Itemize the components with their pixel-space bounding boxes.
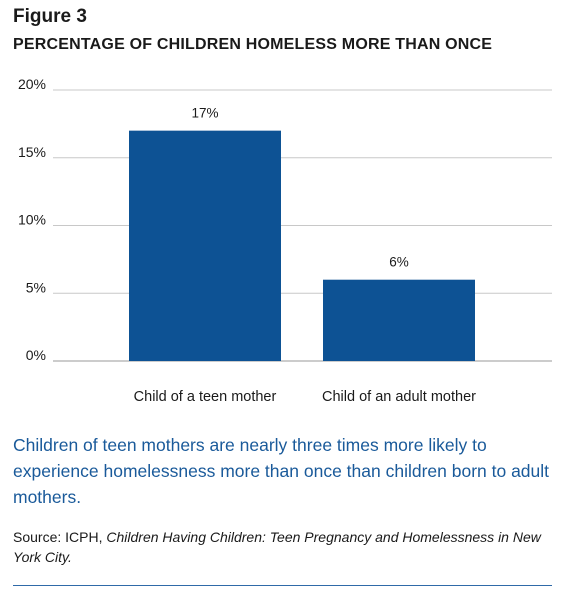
figure-caption: Children of teen mothers are nearly thre… — [13, 435, 550, 507]
bars — [129, 130, 475, 361]
chart-title: PERCENTAGE OF CHILDREN HOMELESS MORE THA… — [13, 36, 493, 53]
y-tick-label: 15% — [18, 144, 46, 160]
category-label: Child of an adult mother — [322, 389, 476, 405]
y-tick-label: 10% — [18, 212, 46, 228]
bar — [129, 130, 281, 361]
data-label: 17% — [191, 106, 218, 121]
x-axis-category-labels: Child of a teen mother Child of an adult … — [134, 389, 476, 405]
gridlines — [53, 89, 552, 362]
category-label: Child of a teen mother — [134, 389, 277, 405]
y-tick-label: 0% — [26, 347, 46, 363]
bottom-rule — [13, 585, 552, 586]
y-tick-label: 5% — [26, 279, 46, 295]
data-labels: 17% 6% — [191, 106, 408, 270]
bar — [323, 279, 475, 361]
figure-label: Figure 3 — [13, 6, 87, 27]
source-title: Children Having Children: Teen Pregnancy… — [13, 529, 541, 565]
source-prefix: Source: ICPH, — [13, 529, 107, 545]
y-tick-label: 20% — [18, 76, 46, 92]
data-label: 6% — [389, 255, 409, 270]
source-note: Source: ICPH, Children Having Children: … — [13, 527, 558, 567]
y-axis-tick-labels: 0% 5% 10% 15% 20% — [18, 76, 46, 363]
bar-chart: 0% 5% 10% 15% 20% 17% 6% Child of a teen moth… — [18, 76, 552, 405]
